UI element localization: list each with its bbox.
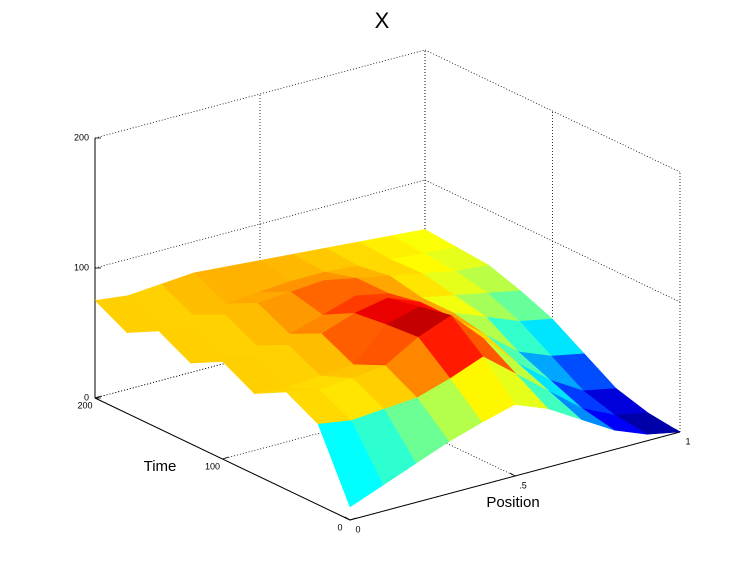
x-tick-label: 1 — [685, 436, 690, 446]
x-axis-label: Position — [486, 494, 539, 511]
tick-mark — [349, 517, 357, 521]
z-tick-label: 100 — [74, 262, 89, 272]
tick-mark — [509, 472, 516, 477]
grid-line — [424, 49, 681, 173]
z-tick-label: 0 — [84, 392, 89, 402]
y-tick-label: 0 — [337, 522, 342, 532]
x-tick-label: 0 — [355, 524, 360, 534]
tick-mark — [94, 395, 102, 399]
tick-mark — [222, 456, 229, 460]
y-tick-label: 200 — [77, 400, 92, 410]
y-tick-label: 100 — [205, 461, 220, 471]
surface-cell — [317, 420, 384, 508]
tick-mark — [344, 516, 351, 521]
z-tick-label: 200 — [74, 132, 89, 142]
chart-title: X — [375, 8, 390, 33]
y-axis-label: Time — [144, 458, 177, 475]
x-tick-label: .5 — [519, 480, 527, 490]
